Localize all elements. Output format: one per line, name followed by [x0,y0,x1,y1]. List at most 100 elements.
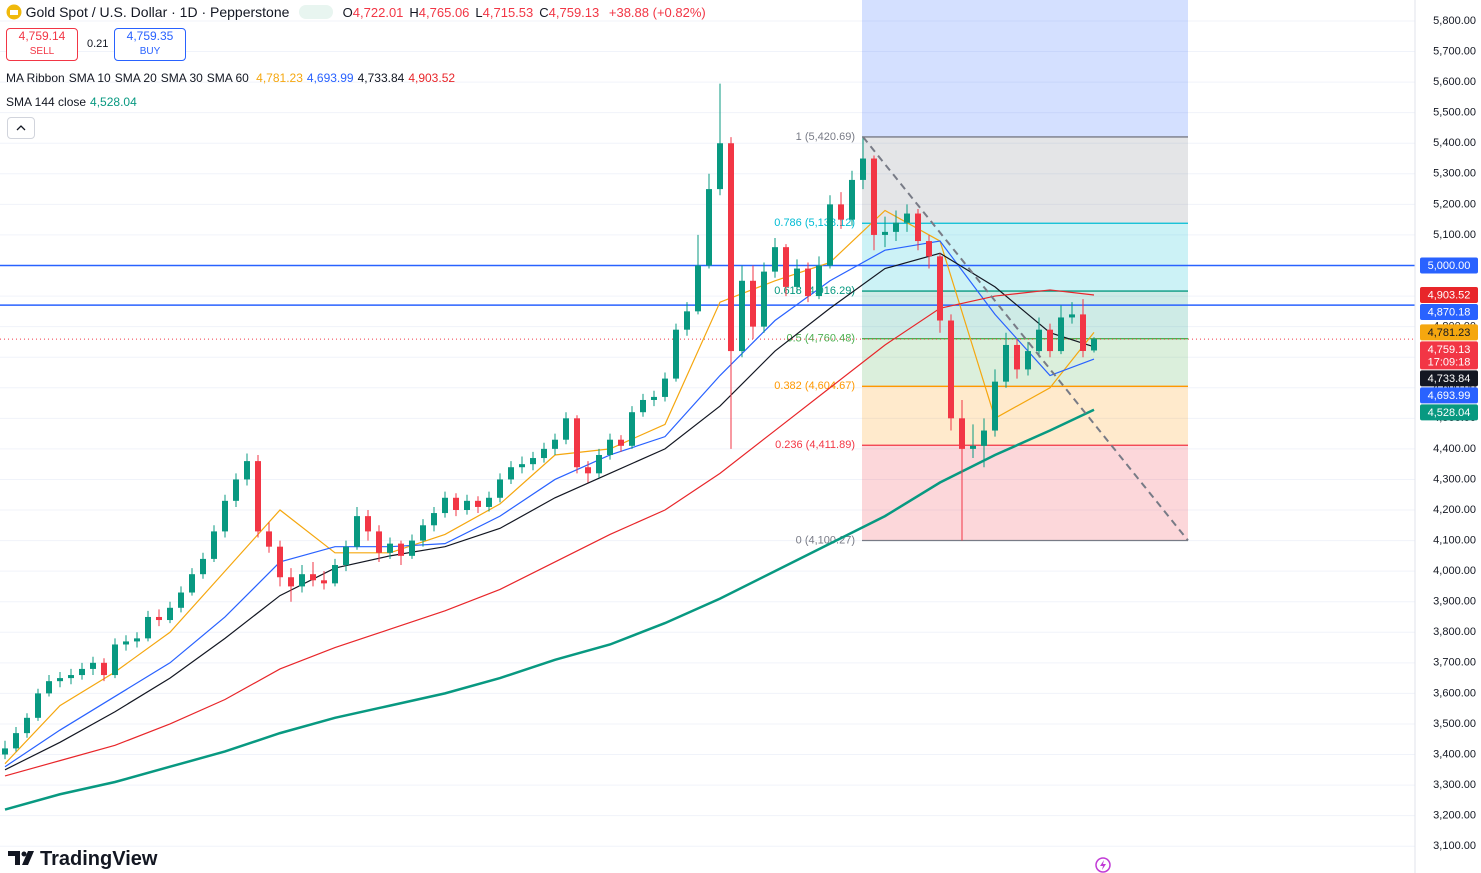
candle-body [57,678,63,682]
candle-body [497,479,503,498]
candle-body [431,513,437,526]
y-tick-label: 3,200.00 [1433,810,1476,822]
ohlc-key: O [342,5,353,20]
buy-label: BUY [139,46,161,57]
candle-body [13,733,19,749]
candle-body [695,265,701,312]
candle-body [343,546,349,566]
fib-label: 0.236 (4,411.89) [775,439,855,451]
legend-value: 4,528.04 [90,95,137,109]
candle-body [640,399,646,413]
candle-body [816,265,822,297]
price-badge-label: 4,781.23 [1428,327,1471,339]
candle-body [2,748,8,755]
candle-body [112,644,118,676]
price-badge-label: 4,870.18 [1428,306,1471,318]
y-tick-label: 3,300.00 [1433,779,1476,791]
candle-body [904,213,910,223]
candle-body [739,280,745,352]
y-tick-label: 3,600.00 [1433,687,1476,699]
y-tick-label: 3,900.00 [1433,596,1476,608]
candle-body [244,461,250,480]
candle-body [442,497,448,514]
sell-label: SELL [29,46,55,57]
candle-body [937,256,943,321]
candle-body [1080,314,1086,352]
price-badge [1420,404,1478,421]
candle-body [915,213,921,242]
ma-line [4,209,1095,765]
chevron [16,125,26,131]
candle-body [706,189,712,266]
legend-title: MA Ribbon [6,71,65,85]
candle-body [574,418,580,468]
candle-body [662,378,668,397]
fib-zone [862,445,1188,541]
candle-body [673,329,679,379]
y-tick-label: 3,500.00 [1433,718,1476,730]
candle-body [717,143,723,190]
candle-body [101,662,107,676]
candle-body [90,662,96,669]
y-tick-label: 3,100.00 [1433,840,1476,852]
candle-body [1025,351,1031,370]
y-tick-label: 5,200.00 [1433,198,1476,210]
fib-zone [862,386,1188,446]
candle-body [420,525,426,541]
candle-body [585,467,591,474]
candle-body [486,497,492,507]
candle-body [277,546,283,578]
buy-button[interactable]: 4,759.35 BUY [114,28,186,61]
candle-body [79,668,85,676]
ohlc-key: H [409,5,419,20]
legend-name: SMA 60 [206,71,249,85]
fib-label: 0.786 (5,138.12) [774,217,855,229]
candle-body [541,448,547,459]
candle-body [123,641,129,645]
y-tick-label: 5,500.00 [1433,107,1476,119]
ohlc: O4,722.01 H4,765.06 L4,715.53 C4,759.13 [343,5,606,20]
sell-button[interactable]: 4,759.14 SELL [6,28,78,61]
candle-body [970,445,976,449]
candle-body [783,247,789,287]
y-tick-label: 5,100.00 [1433,229,1476,241]
candle-body [266,531,272,547]
plot-area: 1 (5,420.69) 0.786 (5,138.12) 0.618 (4,916… [0,0,1415,847]
spread: 0.21 [87,38,109,50]
y-tick-label: 5,400.00 [1433,137,1476,149]
brand-name: TradingView [40,848,158,870]
price-badge-label: 4,733.84 [1428,373,1471,385]
candle-body [189,574,195,593]
alert-icon[interactable] [1095,857,1111,873]
y-tick-label: 4,300.00 [1433,473,1476,485]
y-tick-label: 3,800.00 [1433,626,1476,638]
candle-body [607,439,613,455]
candle-body [178,592,184,608]
price-badge [1420,324,1478,341]
candle-body [310,574,316,581]
price-badge [1420,286,1478,303]
ohlc-value: 4,722.01 [352,5,404,20]
price-badge-label: 4,693.99 [1428,390,1471,402]
candle-body [1014,344,1020,370]
candle-body [750,280,756,327]
legend-value: 4,693.99 [306,71,354,85]
date-range-zone [862,0,1188,137]
collapse-button[interactable] [7,117,35,139]
symbol-title[interactable]: Gold Spot / U.S. Dollar · 1D · Peppersto… [25,4,290,20]
fib-trend-line [862,136,1189,542]
candle-body [772,247,778,272]
candle-body [376,531,382,553]
candle-body [1036,329,1042,352]
candle-body [332,565,338,584]
legend-value: 4,733.84 [357,71,405,85]
candle-body [629,412,635,446]
candle-body [552,439,558,449]
status-pill[interactable] [299,5,334,19]
candle-body [563,418,569,440]
y-tick-label: 5,700.00 [1433,45,1476,57]
legend-sma144: SMA 144 close 4,528.04 [6,95,141,109]
candle-body [1058,317,1064,352]
